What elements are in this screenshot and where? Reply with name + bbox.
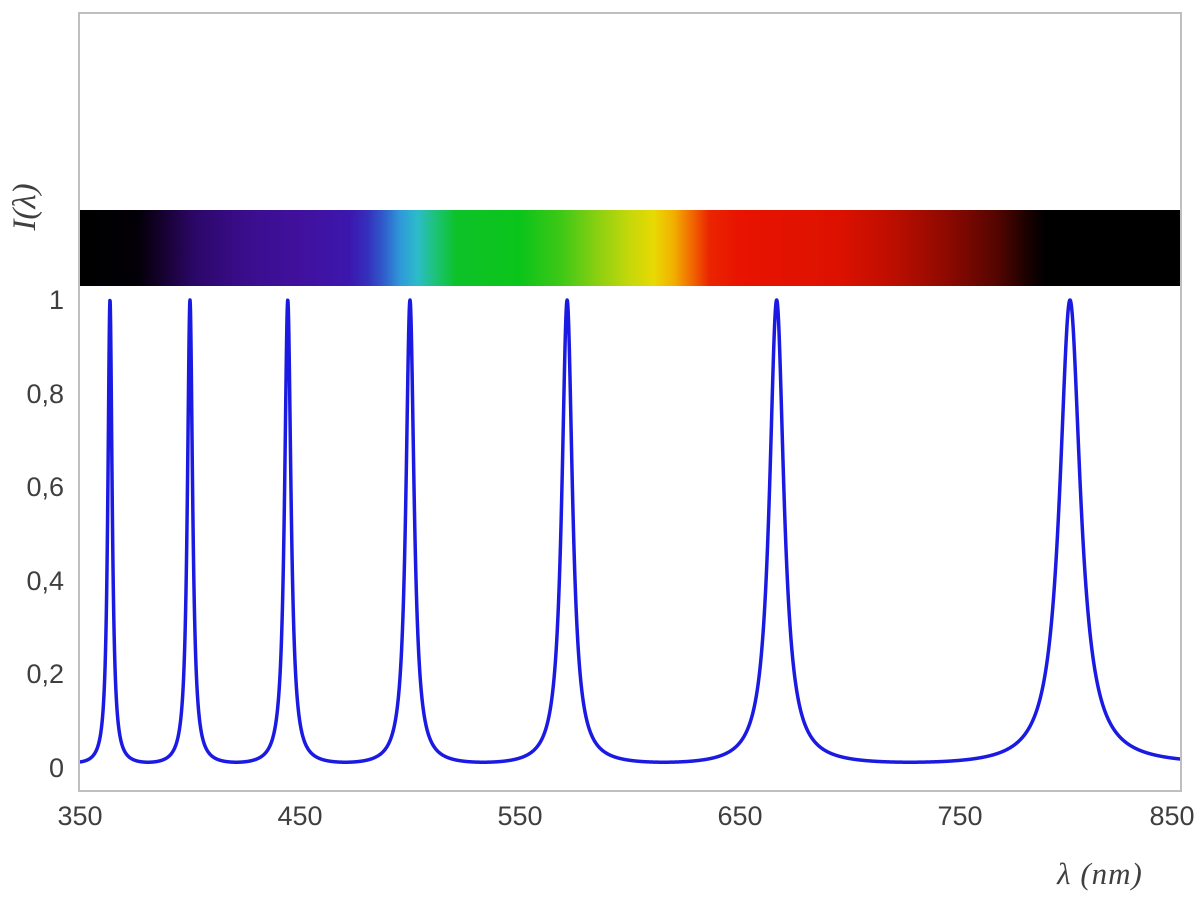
y-tick-label: 0,4 xyxy=(26,566,64,596)
x-tick-label: 550 xyxy=(497,801,543,831)
plot-frame xyxy=(78,12,1182,792)
y-tick-label: 0,2 xyxy=(26,659,64,689)
x-tick-label: 350 xyxy=(57,801,103,831)
x-tick-label: 850 xyxy=(1149,801,1195,831)
y-tick-label: 0,6 xyxy=(26,472,64,502)
visible-spectrum-bar xyxy=(80,210,1180,286)
y-tick-label: 1 xyxy=(48,285,64,315)
x-axis-title: λ (nm) xyxy=(1057,856,1143,891)
plot-area xyxy=(80,14,1180,790)
y-axis-title: I(λ) xyxy=(7,183,43,231)
y-tick-label: 0 xyxy=(48,753,64,783)
x-tick-label: 650 xyxy=(717,801,763,831)
x-tick-label: 750 xyxy=(937,801,983,831)
x-tick-label: 450 xyxy=(277,801,323,831)
y-tick-label: 0,8 xyxy=(26,379,64,409)
intensity-curve xyxy=(80,298,1180,764)
